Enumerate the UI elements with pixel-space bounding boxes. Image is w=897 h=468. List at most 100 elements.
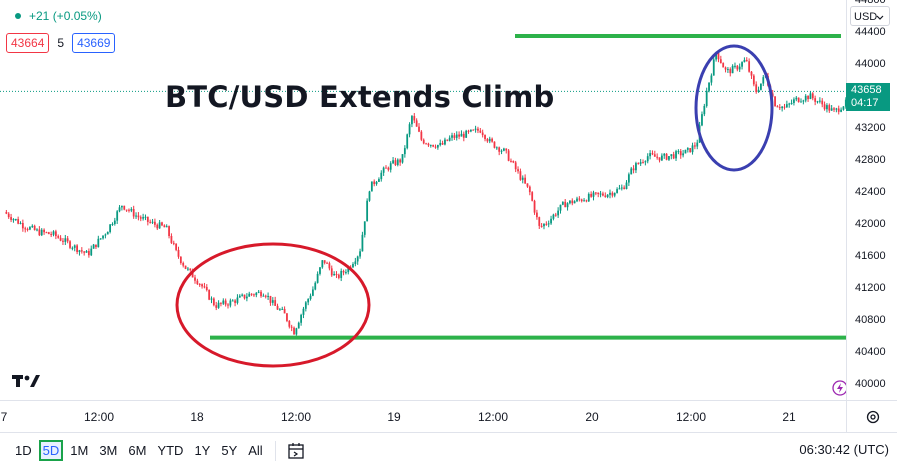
timeframe-button-1m[interactable]: 1M <box>70 443 89 458</box>
candle-body <box>78 250 81 253</box>
candle-body <box>64 238 67 242</box>
candle-body <box>835 108 838 110</box>
price-tick-label: 44800 <box>855 0 886 6</box>
candle-body <box>705 90 708 106</box>
candle-body <box>264 295 267 297</box>
price-chart-area[interactable] <box>0 0 871 400</box>
candle-body <box>151 221 154 223</box>
candle-body <box>748 61 751 72</box>
candle-body <box>434 146 437 148</box>
ask-price[interactable]: 43669 <box>72 33 116 53</box>
candle-body <box>168 226 170 236</box>
visibility-dot-icon[interactable] <box>15 13 21 19</box>
candle-body <box>451 135 453 138</box>
utc-clock[interactable]: 06:30:42 (UTC) <box>799 442 889 457</box>
candle-body <box>573 201 576 204</box>
timeframe-button-5d[interactable]: 5D <box>38 440 64 461</box>
candle-body <box>375 181 378 185</box>
candle-body <box>304 302 307 309</box>
candle-body <box>665 153 668 160</box>
candle-body <box>543 223 545 227</box>
candle-body <box>762 77 765 84</box>
price-tick-label: 42400 <box>855 186 886 198</box>
candle-body <box>80 250 83 252</box>
candle-body <box>92 244 95 249</box>
timeframe-button-1y[interactable]: 1Y <box>194 443 211 458</box>
candle-body <box>359 251 361 257</box>
candle-body <box>712 59 715 76</box>
candle-body <box>184 265 187 269</box>
candle-body <box>203 286 206 288</box>
candle-body <box>755 84 758 93</box>
candle-body <box>406 134 409 149</box>
timeframe-group: 1D 5D 1M 3M 6M YTD 1Y 5Y All <box>8 440 267 461</box>
candle-body <box>658 157 661 161</box>
axis-settings-button[interactable] <box>846 400 897 433</box>
candle-body <box>811 93 814 99</box>
candle-body <box>170 235 173 243</box>
candle-body <box>311 289 314 296</box>
candle-body <box>54 231 57 237</box>
candle-body <box>335 274 338 276</box>
candle-body <box>623 187 626 189</box>
candlestick-chart[interactable] <box>0 0 871 400</box>
timeframe-button-1d[interactable]: 1D <box>15 443 32 458</box>
candle-body <box>637 163 640 165</box>
candle-body <box>337 274 340 278</box>
timeframe-button-3m[interactable]: 3M <box>99 443 118 458</box>
candle-body <box>653 154 656 157</box>
candle-body <box>95 244 97 248</box>
candle-body <box>455 134 458 138</box>
candle-body <box>672 154 675 159</box>
candle-body <box>561 201 564 205</box>
candle-body <box>778 107 781 109</box>
candle-body <box>69 241 71 248</box>
candle-body <box>830 108 833 111</box>
candle-body <box>368 191 371 201</box>
timeframe-button-all[interactable]: All <box>248 443 263 458</box>
candle-body <box>472 129 475 131</box>
candle-body <box>132 209 135 217</box>
candle-body <box>382 167 385 173</box>
timeframe-button-5y[interactable]: 5Y <box>221 443 238 458</box>
candle-body <box>717 53 720 60</box>
candle-body <box>436 144 439 148</box>
candle-body <box>241 294 244 296</box>
time-axis[interactable]: 7 12:00 18 12:00 19 12:00 20 12:00 21 <box>0 400 846 433</box>
candle-body <box>639 162 642 164</box>
candle-body <box>43 229 45 233</box>
tradingview-logo[interactable] <box>12 373 42 394</box>
candle-body <box>844 99 847 107</box>
candle-body <box>462 133 465 138</box>
currency-selector[interactable]: USD <box>850 6 890 26</box>
candle-body <box>321 260 324 268</box>
candle-body <box>411 116 413 125</box>
candle-body <box>797 97 800 103</box>
candle-body <box>90 248 93 256</box>
candle-body <box>323 260 326 263</box>
candle-body <box>533 200 536 213</box>
calendar-range-icon[interactable] <box>286 441 306 461</box>
candle-body <box>345 272 347 274</box>
candle-body <box>651 153 654 155</box>
candle-body <box>432 144 435 147</box>
candle-body <box>738 66 741 70</box>
candle-body <box>194 277 196 281</box>
bid-ask-panel[interactable]: 43664 5 43669 <box>6 33 116 53</box>
candle-body <box>559 204 562 211</box>
candle-body <box>154 221 156 225</box>
candle-body <box>505 148 508 151</box>
candle-body <box>7 213 10 218</box>
timeframe-button-ytd[interactable]: YTD <box>157 443 184 458</box>
candle-body <box>128 209 130 211</box>
price-tick-label: 41200 <box>855 282 886 294</box>
chart-legend: +21 (+0.05%) <box>10 9 102 23</box>
candle-body <box>161 222 163 226</box>
timeframe-button-6m[interactable]: 6M <box>128 443 147 458</box>
bar-countdown: 04:17 <box>851 97 879 110</box>
candle-body <box>293 327 295 335</box>
price-axis[interactable]: 40000 40400 40800 41200 41600 42000 42400 42800… <box>846 0 897 400</box>
candle-body <box>257 291 260 293</box>
bid-price[interactable]: 43664 <box>6 33 50 53</box>
last-price-tag: 43658 04:17 <box>846 83 890 112</box>
